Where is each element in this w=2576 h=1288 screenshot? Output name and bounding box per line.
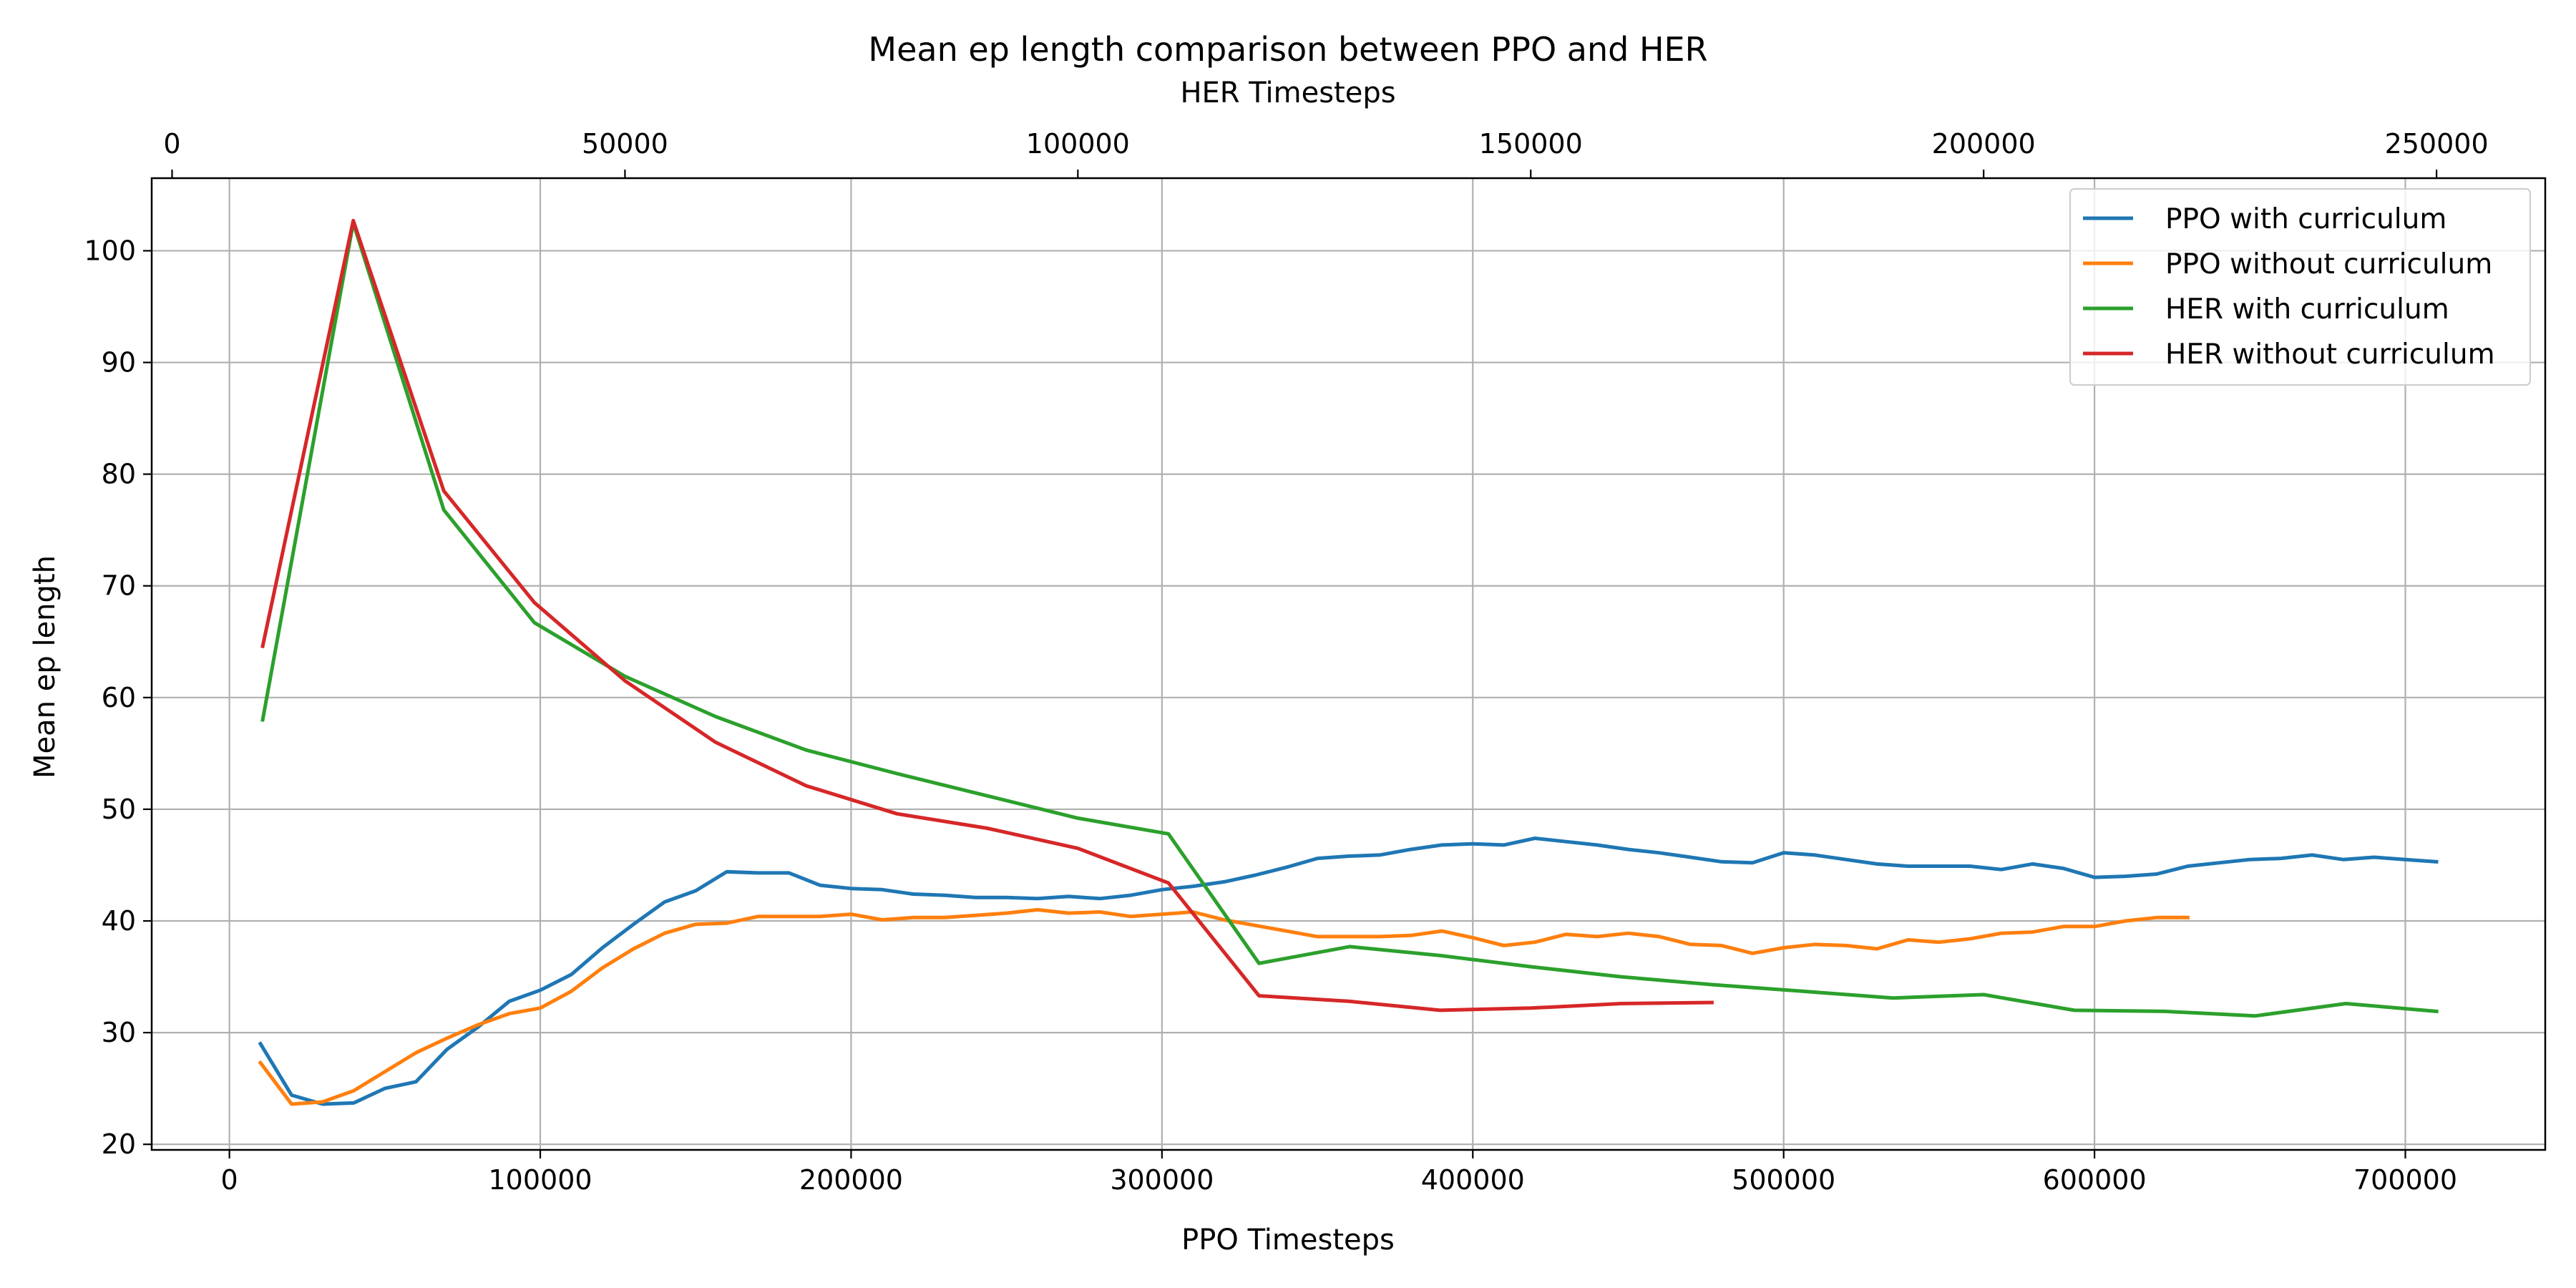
legend-label: PPO without curriculum — [2165, 248, 2492, 280]
y-axis-label: Mean ep length — [29, 555, 62, 779]
legend-label: HER with curriculum — [2165, 293, 2449, 326]
y-tick-label: 80 — [102, 459, 136, 490]
x-tick-label: 400000 — [1421, 1164, 1525, 1196]
series-line-ppo-with-curriculum — [258, 836, 2439, 1106]
x-tick-label: 200000 — [799, 1164, 903, 1196]
top-x-tick-label: 0 — [163, 128, 180, 160]
top-x-tick-label: 100000 — [1026, 128, 1130, 160]
y-tick-label: 100 — [84, 235, 136, 266]
series-line-ppo-without-curriculum — [258, 907, 2190, 1106]
legend: PPO with curriculum PPO without curriculu… — [2069, 188, 2531, 386]
series-lines — [258, 218, 2439, 1106]
top-x-tick-label: 250000 — [2385, 128, 2489, 160]
y-tick-label: 90 — [102, 347, 136, 379]
legend-label: HER without curriculum — [2165, 338, 2495, 371]
series-line-her-with-curriculum — [260, 220, 2439, 1018]
plot-frame — [150, 177, 2547, 1151]
top-x-axis-label: HER Timesteps — [1180, 77, 1395, 109]
x-tick-label: 100000 — [488, 1164, 592, 1196]
top-x-tick-label: 200000 — [1932, 128, 2036, 160]
x-axis-label: PPO Timesteps — [1181, 1224, 1395, 1257]
axes: 0 100000 200000 300000 400000 500000 600000 700… — [84, 128, 2488, 1196]
legend-label: PPO with curriculum — [2165, 203, 2446, 235]
legend-box — [2069, 188, 2531, 386]
y-tick-label: 20 — [102, 1128, 136, 1160]
x-tick-label: 700000 — [2353, 1164, 2457, 1196]
y-tick-label: 50 — [102, 794, 136, 825]
chart-title: Mean ep length comparison between PPO an… — [868, 30, 1707, 69]
x-tick-label: 300000 — [1110, 1164, 1214, 1196]
top-x-tick-label: 150000 — [1479, 128, 1583, 160]
y-tick-label: 40 — [102, 905, 136, 937]
y-tick-label: 70 — [102, 570, 136, 602]
x-tick-label: 600000 — [2043, 1164, 2147, 1196]
y-tick-label: 30 — [102, 1017, 136, 1048]
series-line-her-without-curriculum — [260, 218, 1714, 1013]
x-tick-label: 500000 — [1732, 1164, 1835, 1196]
y-tick-label: 60 — [102, 682, 136, 713]
x-tick-label: 0 — [221, 1164, 238, 1196]
top-x-tick-label: 50000 — [582, 128, 668, 160]
